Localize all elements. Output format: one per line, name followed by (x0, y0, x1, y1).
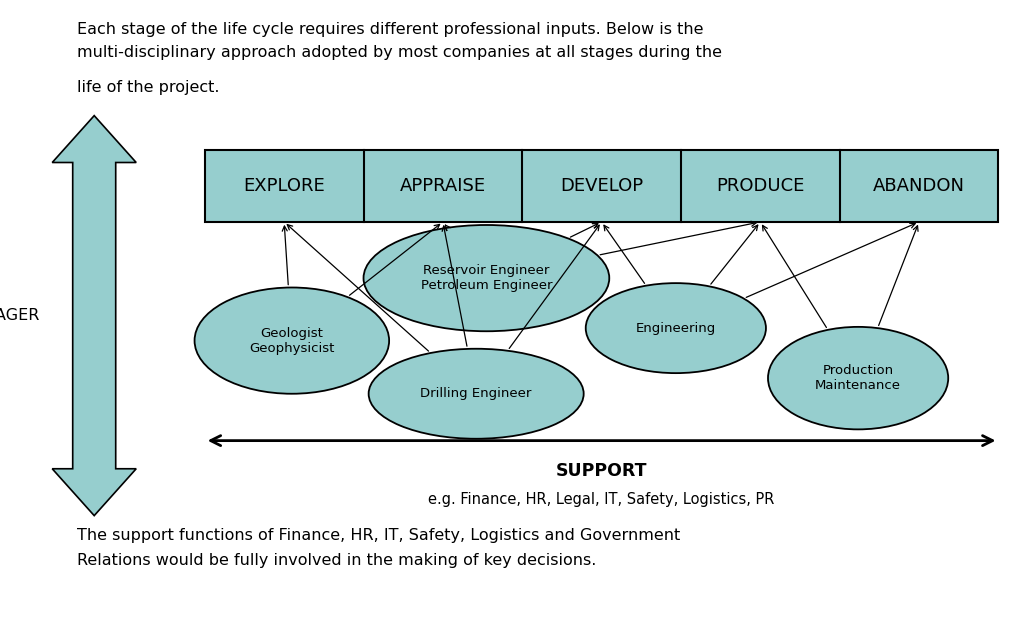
Ellipse shape (768, 327, 948, 429)
Ellipse shape (364, 225, 609, 331)
Text: ABANDON: ABANDON (873, 177, 965, 195)
Text: e.g. Finance, HR, Legal, IT, Safety, Logistics, PR: e.g. Finance, HR, Legal, IT, Safety, Log… (428, 492, 775, 507)
Text: life of the project.: life of the project. (77, 80, 219, 95)
Text: EXPLORE: EXPLORE (244, 177, 325, 195)
Text: Drilling Engineer: Drilling Engineer (421, 388, 531, 400)
Text: multi-disciplinary approach adopted by most companies at all stages during the: multi-disciplinary approach adopted by m… (77, 45, 722, 60)
Text: Reservoir Engineer
Petroleum Engineer: Reservoir Engineer Petroleum Engineer (421, 264, 552, 292)
FancyBboxPatch shape (205, 150, 998, 222)
Text: PRODUCE: PRODUCE (716, 177, 805, 195)
Text: Geologist
Geophysicist: Geologist Geophysicist (249, 327, 335, 354)
Ellipse shape (586, 283, 766, 373)
Text: APPRAISE: APPRAISE (399, 177, 486, 195)
Text: Engineering: Engineering (636, 322, 716, 334)
Text: DEVELOP: DEVELOP (560, 177, 643, 195)
Ellipse shape (195, 288, 389, 394)
Text: Each stage of the life cycle requires different professional inputs. Below is th: Each stage of the life cycle requires di… (77, 22, 703, 37)
Ellipse shape (369, 349, 584, 439)
Text: The support functions of Finance, HR, IT, Safety, Logistics and Government: The support functions of Finance, HR, IT… (77, 528, 680, 543)
Polygon shape (52, 116, 136, 516)
Text: MANAGER: MANAGER (0, 308, 40, 323)
Text: Production
Maintenance: Production Maintenance (815, 364, 901, 392)
Text: Relations would be fully involved in the making of key decisions.: Relations would be fully involved in the… (77, 553, 596, 568)
Text: SUPPORT: SUPPORT (556, 462, 647, 481)
